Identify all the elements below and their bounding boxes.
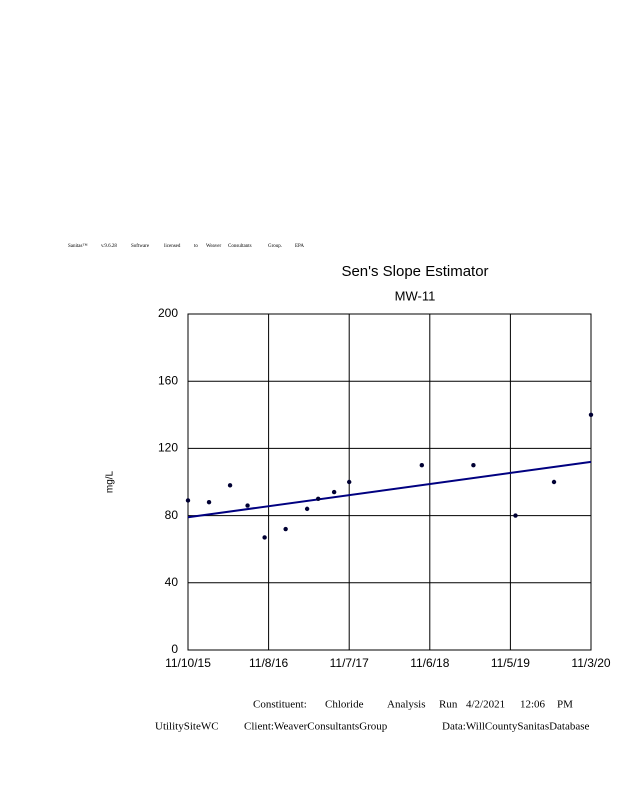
footer-text: Analysis xyxy=(387,699,426,711)
x-tick-label: 11/5/19 xyxy=(491,656,530,670)
footer-text: Run xyxy=(439,699,458,711)
license-text: Group. xyxy=(268,244,282,249)
x-tick-label: 11/7/17 xyxy=(330,656,369,670)
data-point xyxy=(316,496,321,501)
data-point xyxy=(513,513,518,518)
footer-text: 12:06 xyxy=(520,699,546,711)
y-axis-label: mg/L xyxy=(105,470,116,493)
x-tick-label: 11/8/16 xyxy=(249,656,288,670)
chart-title: Sen's Slope Estimator xyxy=(341,263,488,280)
footer-text: Chloride xyxy=(325,699,364,711)
license-text: Weaver xyxy=(206,244,221,249)
data-point xyxy=(419,463,425,468)
data-point xyxy=(262,535,267,540)
footer-text: UtilitySiteWC xyxy=(155,721,219,733)
data-point xyxy=(206,499,212,505)
data-point xyxy=(471,463,476,468)
data-point xyxy=(551,479,557,485)
data-point xyxy=(588,412,594,417)
data-point xyxy=(331,489,337,495)
y-tick-label: 120 xyxy=(158,441,178,455)
footer-text: Data:WillCountySanitasDatabase xyxy=(442,721,590,733)
footer-text: Client:WeaverConsultantsGroup xyxy=(244,721,388,733)
y-tick-label: 160 xyxy=(158,373,178,387)
y-tick-label: 200 xyxy=(158,306,178,320)
x-tick-label: 11/10/15 xyxy=(165,656,211,670)
y-tick-label: 80 xyxy=(165,508,179,522)
license-text: v.9.6.28 xyxy=(101,244,117,249)
x-tick-label: 11/6/18 xyxy=(410,656,449,670)
y-tick-label: 40 xyxy=(165,575,179,589)
footer-text: 4/2/2021 xyxy=(466,699,505,711)
license-text: Software xyxy=(131,244,150,249)
plot-frame xyxy=(187,313,592,651)
data-point xyxy=(347,479,352,485)
chart-subtitle: MW-11 xyxy=(395,288,436,303)
trend-line xyxy=(187,460,592,519)
data-point xyxy=(227,483,233,488)
x-tick-label: 11/3/20 xyxy=(571,656,610,670)
footer-text: PM xyxy=(557,699,573,711)
license-text: EPA xyxy=(295,244,304,249)
data-point xyxy=(283,526,288,532)
license-text: Sanitas™ xyxy=(68,243,87,249)
data-point xyxy=(304,506,310,512)
license-text: to xyxy=(194,244,198,249)
license-text: licensed xyxy=(164,244,181,249)
y-tick-label: 0 xyxy=(171,642,178,656)
footer-text: Constituent: xyxy=(253,699,307,711)
data-point xyxy=(185,498,191,503)
data-point xyxy=(245,503,250,508)
license-text: Consultants xyxy=(228,244,252,249)
